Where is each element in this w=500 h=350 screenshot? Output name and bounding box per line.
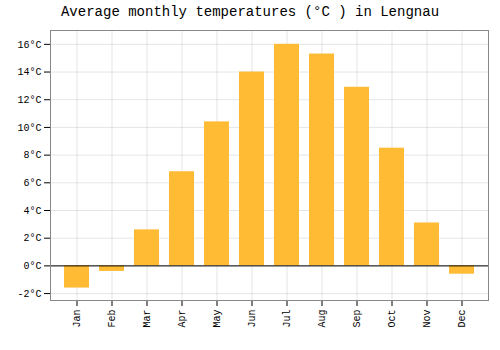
svg-text:May: May bbox=[212, 310, 223, 328]
svg-text:8°C: 8°C bbox=[23, 150, 41, 161]
svg-text:2°C: 2°C bbox=[23, 233, 41, 244]
svg-text:Feb: Feb bbox=[107, 310, 118, 328]
svg-text:Aug: Aug bbox=[317, 310, 328, 328]
svg-text:Jul: Jul bbox=[282, 310, 293, 328]
svg-text:12°C: 12°C bbox=[17, 95, 41, 106]
svg-text:0°C: 0°C bbox=[23, 261, 41, 272]
svg-text:Mar: Mar bbox=[142, 310, 153, 328]
svg-text:-2°C: -2°C bbox=[17, 289, 41, 300]
svg-text:14°C: 14°C bbox=[17, 67, 41, 78]
svg-text:Dec: Dec bbox=[457, 310, 468, 328]
svg-text:6°C: 6°C bbox=[23, 178, 41, 189]
svg-text:16°C: 16°C bbox=[17, 40, 41, 51]
html-text:Average monthly temperatures (: Average monthly temperatures (°C ) in Le… bbox=[61, 4, 439, 20]
svg-text:Oct: Oct bbox=[387, 310, 398, 328]
svg-text:Jan: Jan bbox=[72, 310, 83, 328]
svg-text:Sep: Sep bbox=[352, 310, 363, 328]
svg-text:4°C: 4°C bbox=[23, 206, 41, 217]
svg-text:Jun: Jun bbox=[247, 310, 258, 328]
svg-text:Apr: Apr bbox=[177, 310, 188, 328]
svg-text:10°C: 10°C bbox=[17, 123, 41, 134]
svg-text:Nov: Nov bbox=[422, 310, 433, 328]
